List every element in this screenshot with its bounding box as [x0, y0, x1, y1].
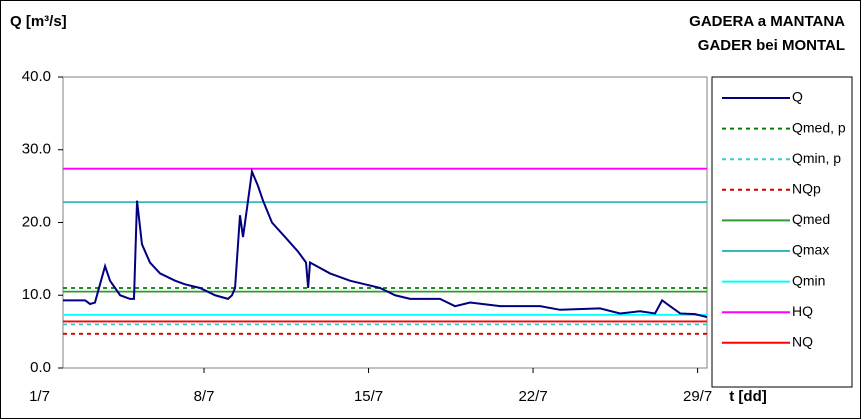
chart-subtitle: GADER bei MONTAL — [698, 37, 845, 54]
legend-label: NQp — [792, 181, 821, 197]
x-tick-label: 22/7 — [518, 388, 547, 405]
x-tick-label: 1/7 — [29, 388, 50, 405]
x-tick-label: 8/7 — [194, 388, 215, 405]
y-tick-label: 0.0 — [30, 359, 51, 376]
y-tick-label: 10.0 — [22, 286, 51, 303]
legend-label: Qmed — [792, 211, 830, 227]
y-tick-label: 30.0 — [22, 141, 51, 158]
legend-label: Qmin, p — [792, 150, 841, 166]
y-tick-label: 40.0 — [22, 68, 51, 85]
legend-label: Qmax — [792, 242, 829, 258]
legend-label: Qmin — [792, 272, 825, 288]
plot-area — [62, 76, 708, 369]
x-tick-label: 29/7 — [683, 388, 712, 405]
legend-label: HQ — [792, 303, 813, 319]
legend-label: Qmed, p — [792, 119, 846, 135]
x-axis-title: t [dd] — [729, 388, 766, 405]
chart-title: GADERA a MANTANA — [689, 13, 845, 30]
x-tick-label: 15/7 — [354, 388, 383, 405]
q-line — [63, 167, 708, 319]
legend-label: NQ — [792, 334, 813, 350]
y-tick-label: 20.0 — [22, 213, 51, 230]
y-axis-title: Q [m³/s] — [10, 13, 67, 30]
legend-label: Q — [792, 89, 803, 105]
